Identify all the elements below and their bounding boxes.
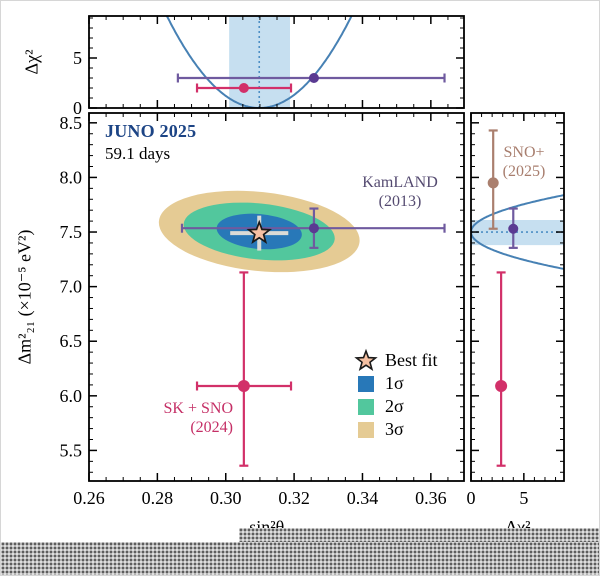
legend-swatch-2sigma: [358, 399, 374, 415]
legend-swatch-3sigma: [358, 422, 374, 438]
sksno-label: SK + SNO (2024): [149, 399, 233, 437]
gray-checker-band-full: [1, 542, 599, 575]
x-tick-right-0: 0: [467, 488, 476, 508]
snoplus-label-line1: SNO+: [503, 144, 545, 161]
y-tick-main-3: 7.0: [60, 277, 83, 297]
y-tick-main-5: 6.0: [60, 386, 83, 406]
legend-label-3sigma: 3σ: [385, 419, 404, 439]
legend-markers: [354, 348, 378, 438]
kamland-label-line2: (2013): [378, 193, 422, 210]
y-axis-label-top: Δχ²: [21, 49, 42, 75]
legend-swatch-1sigma: [358, 376, 374, 392]
plot-subtitle: 59.1 days: [105, 144, 171, 163]
y-tick-top-0: 0: [73, 98, 82, 118]
legend-label-bestfit: Best fit: [385, 350, 438, 370]
y-tick-main-6: 5.5: [60, 440, 83, 460]
legend-label-1sigma: 1σ: [385, 373, 404, 393]
y-tick-main-0: 8.5: [60, 113, 83, 133]
tick-labels: 0.26 0.28 0.30 0.32 0.34 0.36 0 5 8.5 8.0 7.5 7.0 6.…: [60, 48, 529, 508]
bestfit-guides: [258, 16, 564, 233]
sno-2025--marker: [487, 129, 499, 230]
x-tick-right-1: 5: [519, 488, 528, 508]
snoplus-label-line2: (2025): [502, 163, 546, 180]
snoplus-label: SNO+ (2025): [503, 143, 546, 181]
x-tick-main-3: 0.32: [278, 488, 310, 508]
x-tick-main-0: 0.26: [73, 488, 105, 508]
best-fit-marker: [230, 215, 289, 251]
right-panel-frame: [470, 112, 565, 482]
x-tick-main-5: 0.36: [415, 488, 447, 508]
top-panel-frame: [88, 15, 465, 109]
y-axis-label-main: Δm²₂₁ (×10⁻⁵ eV²): [14, 229, 35, 365]
x-tick-main-1: 0.28: [142, 488, 174, 508]
axes-frames: [88, 15, 565, 482]
top-chi2-parabola: [165, 16, 353, 108]
x-tick-main-4: 0.34: [347, 488, 379, 508]
y-tick-top-1: 5: [73, 48, 82, 68]
main-panel-frame: [88, 112, 465, 482]
legend-star-icon: [354, 348, 378, 371]
kamland-2013--marker: [176, 73, 519, 249]
best-fit-star: [246, 219, 273, 244]
y-tick-main-1: 8.0: [60, 167, 83, 187]
x-tick-main-2: 0.30: [210, 488, 242, 508]
sksno-label-line1: SK + SNO: [163, 400, 233, 417]
y-tick-main-2: 7.5: [60, 222, 83, 242]
sksno-label-line2: (2024): [190, 419, 233, 436]
plot-title: JUNO 2025: [105, 121, 197, 141]
kamland-label-line1: KamLAND: [362, 174, 438, 191]
legend-label-2sigma: 2σ: [385, 396, 404, 416]
y-tick-main-4: 6.5: [60, 331, 83, 351]
kamland-label: KamLAND (2013): [362, 173, 438, 211]
chi2-profiles: [165, 16, 564, 270]
sk-sno-2024--marker: [195, 83, 508, 467]
